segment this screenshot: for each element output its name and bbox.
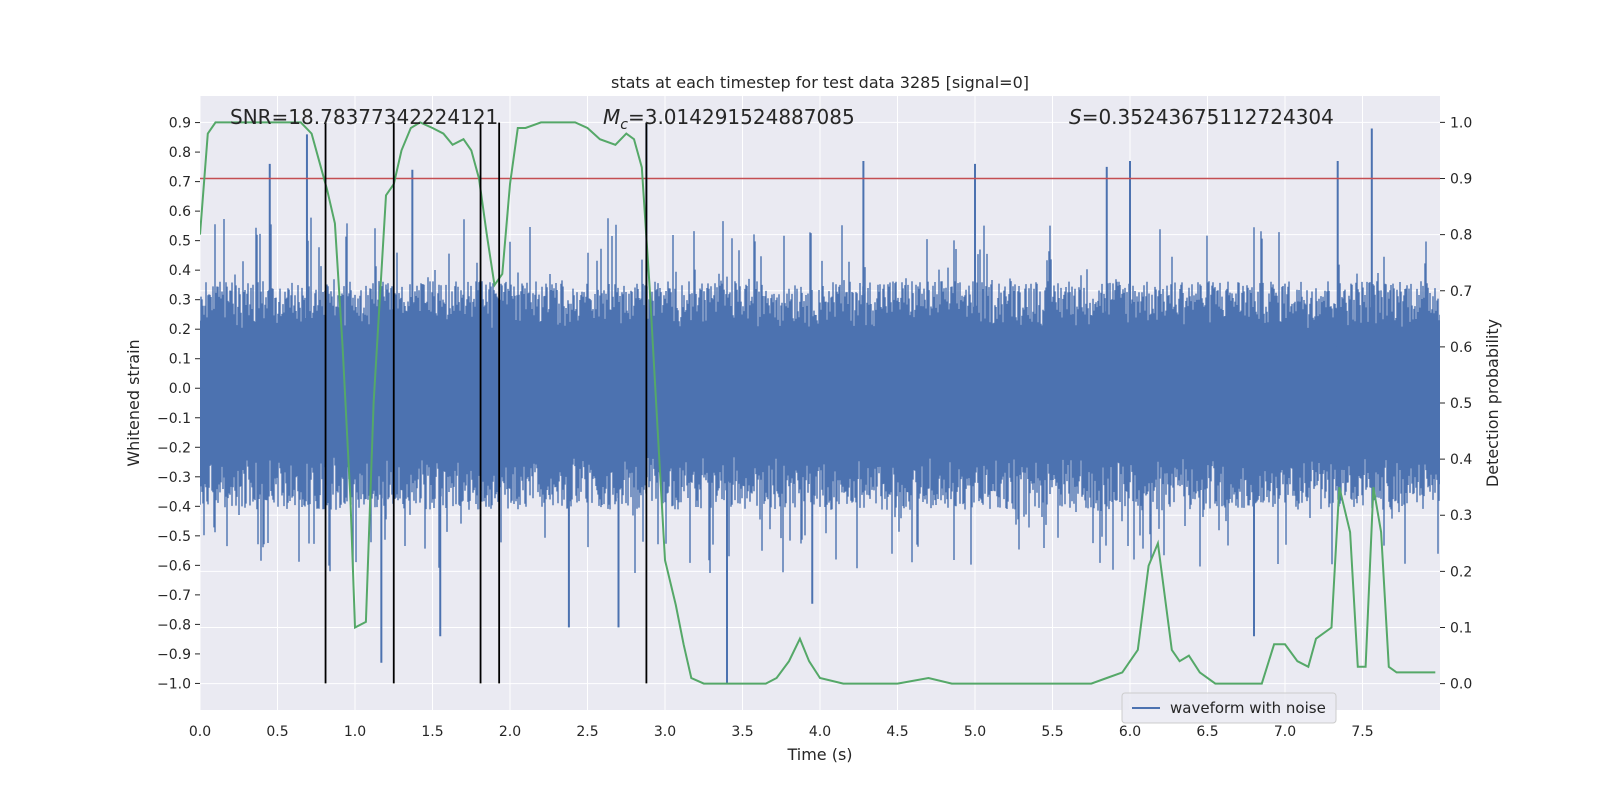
- x-tick-label: 4.5: [886, 724, 908, 740]
- y2-ticks: 1.0 0.9 0.8 0.7 0.6 0.5 0.4 0.3 0.2 0.1 0.0: [1440, 115, 1472, 693]
- vertical-lines: [324, 122, 648, 684]
- y2-tick-label: 0.3: [1450, 508, 1472, 524]
- y2-tick-label: 0.2: [1450, 564, 1472, 580]
- x-tick-label: 5.5: [1041, 724, 1063, 740]
- x-ticks: 0.0 0.5 1.0 1.5 2.0 2.5 3.0 3.5 4.0 4.5 5.0 5.5 6.0 6…: [189, 724, 1374, 740]
- x-tick-label: 4.0: [809, 724, 831, 740]
- s-value: =0.35243675112724304: [1082, 105, 1334, 129]
- y-tick-label: −0.6: [157, 558, 191, 574]
- x-tick-label: 1.0: [344, 724, 366, 740]
- y-tick-label: −0.7: [157, 588, 191, 604]
- detection-probability-line: [200, 121, 1436, 685]
- y-tick-label: −0.9: [157, 647, 191, 663]
- y-tick-label: 0.5: [169, 234, 191, 250]
- y2-tick-label: 0.6: [1450, 340, 1472, 356]
- x-axis-label: Time (s): [786, 745, 852, 764]
- y-tick-label: −0.5: [157, 529, 191, 545]
- detection-probability-series: [200, 121, 1436, 685]
- mc-subscript: c: [620, 117, 628, 133]
- x-tick-label: 7.5: [1351, 724, 1373, 740]
- y2-tick-label: 0.8: [1450, 228, 1472, 244]
- y-tick-label: 0.9: [169, 116, 191, 132]
- y-tick-label: −0.4: [157, 499, 191, 515]
- y-tick-label: 0.8: [169, 145, 191, 161]
- x-tick-label: 7.0: [1274, 724, 1296, 740]
- chart-title: stats at each timestep for test data 328…: [611, 73, 1029, 92]
- y2-tick-label: 0.9: [1450, 172, 1472, 188]
- y-tick-label: −0.3: [157, 470, 191, 486]
- y-tick-label: −0.2: [157, 440, 191, 456]
- x-tick-label: 2.0: [499, 724, 521, 740]
- y2-tick-label: 0.1: [1450, 620, 1472, 636]
- snr-annotation: SNR=18.78377342224121: [230, 105, 498, 129]
- y-tick-label: 0.2: [169, 322, 191, 338]
- y-axis-label: Whitened strain: [124, 339, 143, 466]
- mc-annotation: Mc=3.014291524887085: [603, 105, 855, 133]
- mc-symbol: M: [603, 105, 620, 129]
- x-tick-label: 6.5: [1196, 724, 1218, 740]
- x-tick-label: 6.0: [1119, 724, 1141, 740]
- mc-value: =3.014291524887085: [628, 105, 855, 129]
- y2-tick-label: 0.0: [1450, 677, 1472, 693]
- waveform-core: [200, 346, 1440, 448]
- x-tick-label: 0.5: [266, 724, 288, 740]
- y-tick-label: 0.7: [169, 175, 191, 191]
- y2-axis-label: Detection probability: [1483, 319, 1502, 487]
- legend-box: [1121, 692, 1337, 724]
- y-tick-label: −0.8: [157, 617, 191, 633]
- x-tick-label: 3.5: [731, 724, 753, 740]
- y-tick-label: 0.3: [169, 293, 191, 309]
- y2-tick-label: 1.0: [1450, 115, 1472, 131]
- y-ticks: 0.9 0.8 0.7 0.6 0.5 0.4 0.3 0.2 0.1 0.0 −0.1 −0.2 −0…: [157, 116, 200, 692]
- y-tick-label: 0.4: [169, 263, 191, 279]
- s-symbol: S: [1069, 105, 1082, 129]
- y-tick-label: 0.0: [169, 381, 191, 397]
- x-tick-label: 3.0: [654, 724, 676, 740]
- x-tick-label: 2.5: [576, 724, 598, 740]
- x-tick-label: 1.5: [421, 724, 443, 740]
- y-tick-label: −0.1: [157, 411, 191, 427]
- y2-tick-label: 0.4: [1450, 452, 1472, 468]
- y2-tick-label: 0.5: [1450, 396, 1472, 412]
- y-tick-label: 0.1: [169, 352, 191, 368]
- s-annotation: S=0.35243675112724304: [1069, 105, 1334, 129]
- legend: waveform with noise: [1121, 692, 1337, 724]
- y-tick-label: −1.0: [157, 676, 191, 692]
- legend-entry: waveform with noise: [1170, 699, 1326, 717]
- y2-tick-label: 0.7: [1450, 284, 1472, 300]
- x-tick-label: 5.0: [964, 724, 986, 740]
- y-tick-label: 0.6: [169, 204, 191, 220]
- x-tick-label: 0.0: [189, 724, 211, 740]
